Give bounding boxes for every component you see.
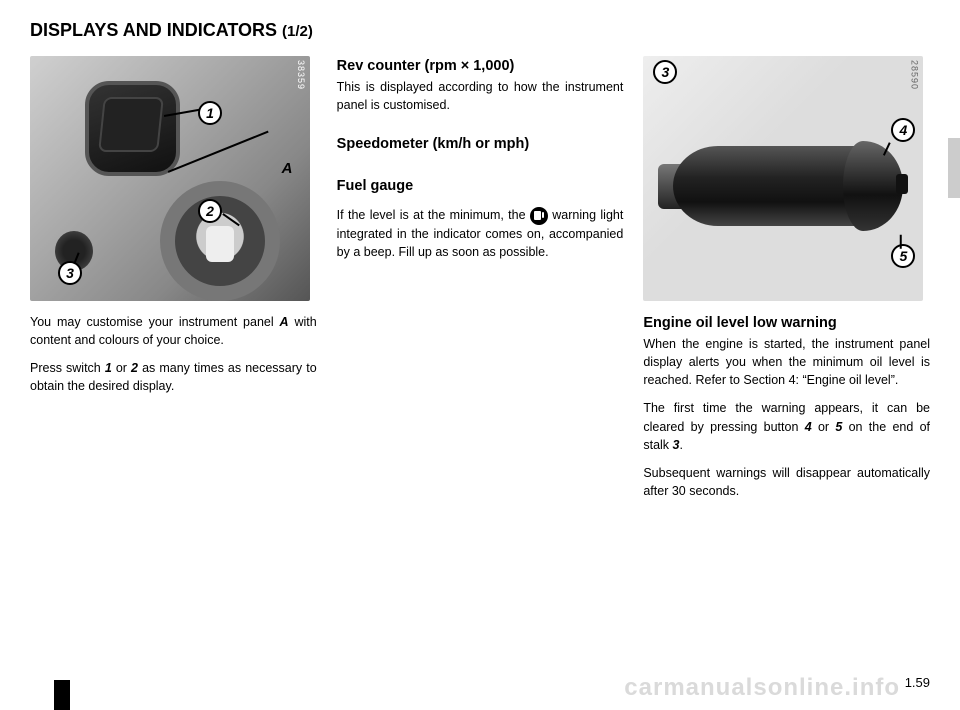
- column-right: 28590 3 4 5 Engine oil level low warning…: [643, 56, 930, 510]
- instrument-panel-shape: [85, 81, 180, 176]
- stalk-tip-shape: [896, 174, 908, 194]
- col1-para2: Press switch 1 or 2 as many times as nec…: [30, 359, 317, 395]
- col3-para3: Subsequent warnings will disappear autom…: [643, 464, 930, 500]
- col1-p2-text-a: Press switch: [30, 361, 105, 375]
- callout-1: 1: [198, 101, 222, 125]
- callout-3-left: 3: [58, 261, 82, 285]
- col3-para2: The first time the warning appears, it c…: [643, 399, 930, 453]
- stalk-cap-shape: [843, 141, 903, 231]
- col1-p1-ref-A: A: [280, 315, 289, 329]
- page-title: DISPLAYS AND INDICATORS (1/2): [30, 20, 930, 41]
- col1-p2-ref-2: 2: [131, 361, 138, 375]
- col3-p2-ref-4: 4: [805, 420, 812, 434]
- col1-para1: You may customise your instrument panel …: [30, 313, 317, 349]
- col1-p2-ref-1: 1: [105, 361, 112, 375]
- bottom-black-tab: [54, 680, 70, 710]
- col2-para1: This is displayed according to how the i…: [337, 78, 624, 114]
- manual-page: DISPLAYS AND INDICATORS (1/2) 38359 1: [0, 0, 960, 710]
- col1-p2-text-b: or: [112, 361, 131, 375]
- figure-dashboard: 38359 1 A 2 3: [30, 56, 310, 301]
- watermark: carmanualsonline.info: [624, 674, 900, 702]
- title-main: DISPLAYS AND INDICATORS: [30, 20, 282, 40]
- content-columns: 38359 1 A 2 3: [30, 56, 930, 510]
- callout-2: 2: [198, 199, 222, 223]
- col2-fuel-text-a: If the level is at the minimum, the: [337, 208, 530, 222]
- panel-screen-shape: [98, 97, 164, 152]
- col1-p1-text-a: You may customise your instrument panel: [30, 315, 280, 329]
- image-id-left: 38359: [296, 60, 306, 90]
- figure-stalk: 28590 3 4 5: [643, 56, 923, 301]
- heading-fuel-gauge: Fuel gauge: [337, 178, 624, 194]
- stalk-photo: 28590: [643, 56, 923, 301]
- col3-para1: When the engine is started, the instrume…: [643, 335, 930, 389]
- col3-p2-text-d: .: [679, 438, 682, 452]
- steering-button-shape: [206, 226, 234, 262]
- fuel-pump-icon: [530, 207, 548, 225]
- page-number: 1.59: [905, 675, 930, 690]
- side-gray-tab: [948, 138, 960, 198]
- col3-p2-text-b: or: [812, 420, 836, 434]
- col2-para-fuel: If the level is at the minimum, the warn…: [337, 206, 624, 261]
- column-middle: Rev counter (rpm × 1,000) This is displa…: [337, 56, 624, 510]
- steering-wheel-shape: [160, 181, 280, 301]
- heading-speedometer: Speedometer (km/h or mph): [337, 136, 624, 152]
- title-suffix: (1/2): [282, 23, 313, 40]
- heading-oil-warning: Engine oil level low warning: [643, 315, 930, 331]
- column-left: 38359 1 A 2 3: [30, 56, 317, 510]
- image-id-right: 28590: [909, 60, 919, 90]
- callout-A: A: [275, 156, 299, 180]
- heading-rev-counter: Rev counter (rpm × 1,000): [337, 58, 624, 74]
